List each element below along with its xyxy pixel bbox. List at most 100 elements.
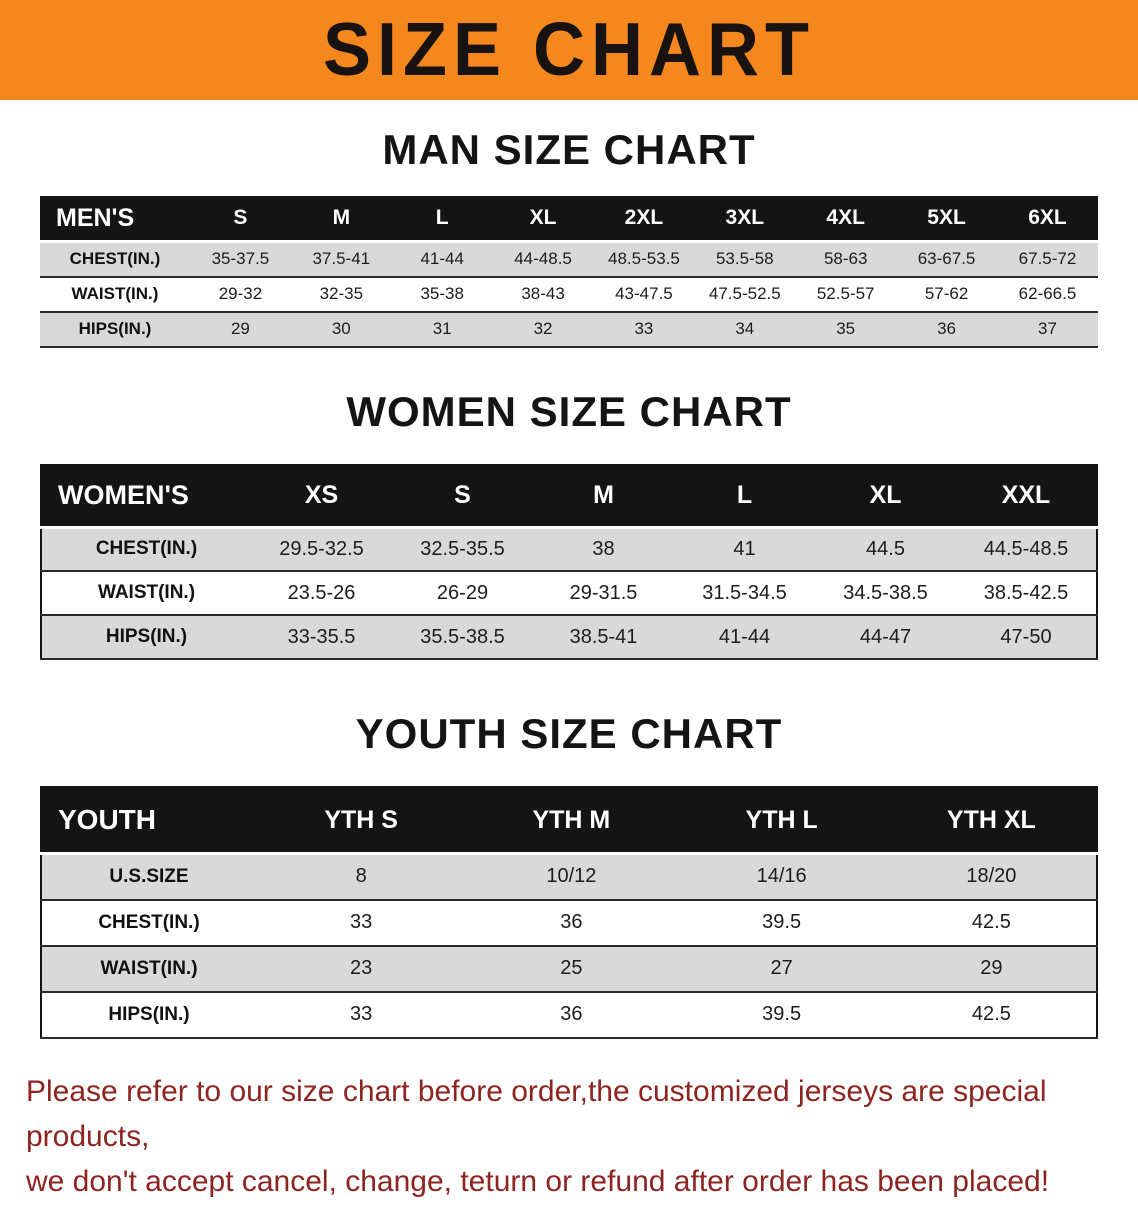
size-column-header: 4XL <box>795 196 897 243</box>
size-value: 34.5-38.5 <box>843 581 928 604</box>
youth-size-table: YOUTH YTH S YTH M YTH L YTH XL U.S.SIZE 8 10/12… <box>40 786 1098 1039</box>
mens-section-heading: MAN SIZE CHART <box>382 126 756 173</box>
size-value: 41-44 <box>420 249 464 269</box>
size-column-header: XXL <box>956 464 1097 529</box>
size-value: 33 <box>350 911 373 933</box>
size-value: 32 <box>533 319 553 338</box>
size-value: 35-37.5 <box>211 249 270 269</box>
size-value: 62-66.5 <box>1018 284 1077 303</box>
size-value: 32-35 <box>319 284 364 303</box>
size-value: 25 <box>560 957 583 979</box>
womens-section: WOMEN SIZE CHART WOMEN'S XS S M L XL XXL CHEST(… <box>0 348 1138 660</box>
size-column-header: 2XL <box>593 196 695 243</box>
table-title-cell: MEN'S <box>40 196 190 243</box>
size-column-header: 3XL <box>694 196 796 243</box>
table-header-row: MEN'S S M L XL 2XL 3XL 4XL 5XL 6XL <box>40 196 1098 243</box>
size-value: 27 <box>770 957 793 979</box>
size-value: 29 <box>980 957 1003 979</box>
youth-section-heading: YOUTH SIZE CHART <box>355 710 783 757</box>
size-value: 36 <box>560 1003 583 1025</box>
size-value: 39.5 <box>762 911 802 933</box>
size-value: 36 <box>560 911 583 933</box>
size-value: 38.5-42.5 <box>983 581 1069 604</box>
size-value: 38 <box>592 537 615 560</box>
size-column-header: 6XL <box>997 196 1098 243</box>
row-label: WAIST(IN.) <box>100 957 198 979</box>
size-value: 48.5-53.5 <box>608 249 680 269</box>
size-value: 29-31.5 <box>569 581 638 604</box>
mens-section: MAN SIZE CHART MEN'S S M L XL 2XL 3XL 4XL 5XL 6XL… <box>0 100 1138 348</box>
size-value: 38-43 <box>521 284 565 303</box>
size-value: 57-62 <box>924 284 969 303</box>
table-row: HIPS(IN.) 33 36 39.5 42.5 <box>41 991 1097 1038</box>
size-value: 29.5-32.5 <box>279 537 364 560</box>
size-column-header: YTH L <box>676 787 887 855</box>
table-row: WAIST(IN.) 29-32 32-35 35-38 38-43 43-47.5 47.… <box>40 276 1098 312</box>
womens-size-table: WOMEN'S XS S M L XL XXL CHEST(IN.) 29.5-32.5 32.5… <box>40 463 1098 660</box>
size-value: 23.5-26 <box>287 581 356 604</box>
banner: SIZE CHART <box>0 0 1138 100</box>
size-value: 37 <box>1038 319 1057 338</box>
row-label: CHEST(IN.) <box>98 911 200 933</box>
table-title-cell: WOMEN'S <box>41 464 251 529</box>
row-label: CHEST(IN.) <box>69 249 161 269</box>
table-row: U.S.SIZE 8 10/12 14/16 18/20 <box>41 853 1097 900</box>
size-value: 39.5 <box>762 1003 802 1025</box>
table-row: CHEST(IN.) 29.5-32.5 32.5-35.5 38 41 44.5 44.5… <box>41 527 1097 571</box>
size-value: 8 <box>355 865 367 888</box>
size-column-header: XS <box>251 464 392 529</box>
size-value: 14/16 <box>756 865 807 888</box>
table-row: HIPS(IN.) 33-35.5 35.5-38.5 38.5-41 41-44 44-… <box>41 615 1097 659</box>
size-value: 29 <box>230 319 250 338</box>
row-label: U.S.SIZE <box>109 865 189 887</box>
page-title: SIZE CHART <box>323 8 815 93</box>
table-row: CHEST(IN.) 35-37.5 37.5-41 41-44 44-48.5 48.5… <box>40 241 1098 277</box>
size-column-header: S <box>392 464 533 529</box>
size-column-header: M <box>533 464 674 529</box>
size-column-header: L <box>674 464 815 529</box>
size-value: 41 <box>733 537 756 560</box>
size-value: 44-47 <box>859 625 912 648</box>
size-value: 35 <box>836 319 856 338</box>
size-value: 26-29 <box>436 581 489 604</box>
table-title-cell: YOUTH <box>41 787 256 855</box>
size-value: 33 <box>350 1003 373 1025</box>
size-column-header: YTH XL <box>886 787 1097 855</box>
size-value: 41-44 <box>718 625 771 648</box>
size-value: 34 <box>735 319 755 338</box>
disclaimer-line-1: Please refer to our size chart before or… <box>26 1074 1047 1153</box>
size-value: 33 <box>634 319 654 338</box>
size-value: 42.5 <box>971 911 1011 933</box>
size-value: 35.5-38.5 <box>420 625 505 648</box>
size-value: 53.5-58 <box>715 249 774 269</box>
size-value: 67.5-72 <box>1018 249 1077 269</box>
row-label: WAIST(IN.) <box>97 582 196 603</box>
mens-size-table: MEN'S S M L XL 2XL 3XL 4XL 5XL 6XL CHEST(IN.) 35-37… <box>40 196 1098 348</box>
size-column-header: M <box>290 196 392 243</box>
size-value: 47-50 <box>1000 625 1052 648</box>
size-column-header: XL <box>492 196 594 243</box>
size-value: 31 <box>432 319 452 338</box>
row-label: HIPS(IN.) <box>108 1003 190 1025</box>
size-column-header: YTH M <box>466 787 677 855</box>
size-value: 37.5-41 <box>312 249 371 269</box>
size-column-header: 5XL <box>896 196 997 243</box>
size-value: 43-47.5 <box>615 284 673 303</box>
table-header-row: YOUTH YTH S YTH M YTH L YTH XL <box>41 787 1097 855</box>
size-value: 31.5-34.5 <box>702 581 787 604</box>
size-value: 36 <box>937 319 957 338</box>
size-column-header: L <box>391 196 493 243</box>
size-value: 42.5 <box>971 1003 1011 1025</box>
size-value: 58-63 <box>823 249 868 269</box>
size-column-header: XL <box>815 464 956 529</box>
size-value: 44.5-48.5 <box>983 537 1069 560</box>
disclaimer-line-2: we don't accept cancel, change, teturn o… <box>26 1164 1050 1198</box>
table-row: WAIST(IN.) 23.5-26 26-29 29-31.5 31.5-34.5 34… <box>41 571 1097 615</box>
size-value: 18/20 <box>966 865 1017 888</box>
womens-section-heading: WOMEN SIZE CHART <box>346 387 792 435</box>
table-row: CHEST(IN.) 33 36 39.5 42.5 <box>41 899 1097 946</box>
size-value: 32.5-35.5 <box>420 537 505 560</box>
size-value: 63-67.5 <box>917 249 976 269</box>
size-value: 29-32 <box>218 284 263 303</box>
